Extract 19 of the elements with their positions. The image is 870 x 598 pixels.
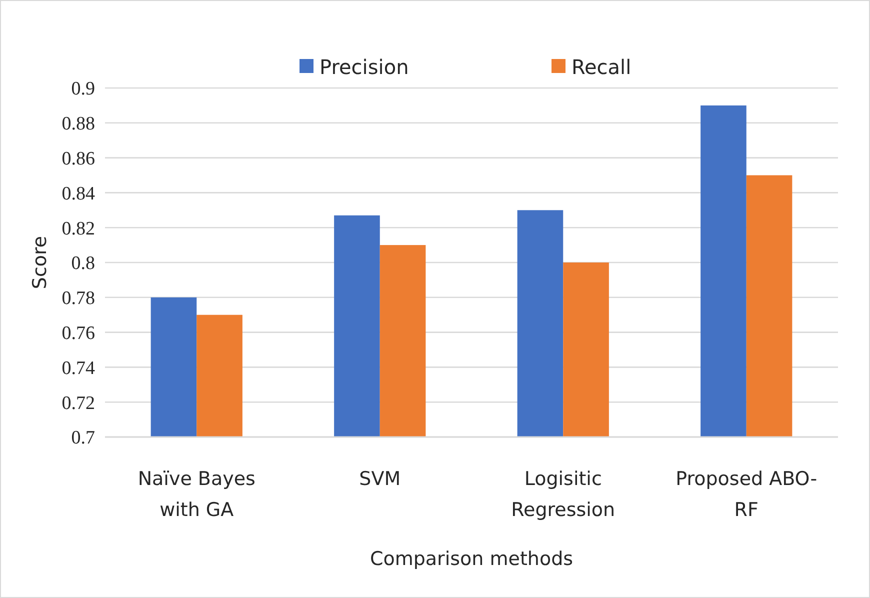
y-tick-label: 0.74 xyxy=(62,358,96,379)
x-axis-title: Comparison methods xyxy=(370,548,574,570)
y-tick-label: 0.84 xyxy=(62,183,96,204)
y-tick-label: 0.78 xyxy=(62,288,95,310)
x-tick-label: Naïve Bayes with GA xyxy=(138,468,256,521)
x-tick-label: Proposed ABO-RF xyxy=(676,468,818,521)
y-tick-label: 0.9 xyxy=(71,78,95,100)
y-tick-label: 0.7 xyxy=(71,428,95,449)
y-tick-label: 0.8 xyxy=(71,253,95,274)
legend-label: Precision xyxy=(320,55,409,79)
y-tick-label: 0.76 xyxy=(62,322,95,344)
x-tick-label: SVM xyxy=(359,468,401,490)
y-tick-label: 0.86 xyxy=(62,148,95,170)
legend-label: Recall xyxy=(572,55,632,79)
x-tick-label: Logisitic Regression xyxy=(511,468,616,521)
y-tick-label: 0.88 xyxy=(62,114,95,135)
y-axis-title: Score xyxy=(29,236,51,290)
y-tick-label: 0.72 xyxy=(62,392,95,414)
y-tick-label: 0.82 xyxy=(62,218,95,240)
